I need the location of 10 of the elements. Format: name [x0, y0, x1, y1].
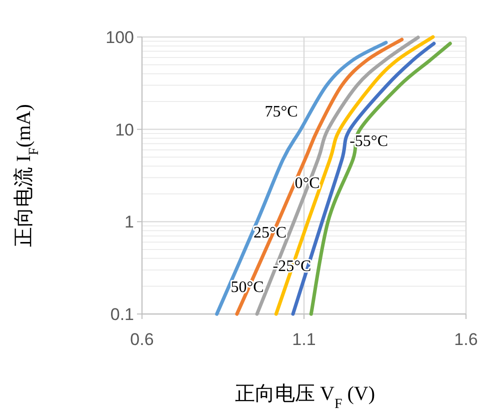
series-label: 75°C [264, 103, 298, 120]
y-tick-label: 100 [106, 28, 134, 47]
y-tick-label: 1 [124, 212, 134, 232]
y-tick-label: 0.1 [110, 305, 134, 324]
line-series [215, 40, 388, 316]
x-axis-title: 正向电压 V$_{F}$ (V) [234, 383, 376, 412]
x-tick-label: 1.6 [454, 330, 478, 349]
x-tick-label: 1.1 [292, 330, 316, 349]
y-tick-label: 10 [115, 120, 134, 140]
x-tick-label: 0.6 [130, 330, 154, 349]
